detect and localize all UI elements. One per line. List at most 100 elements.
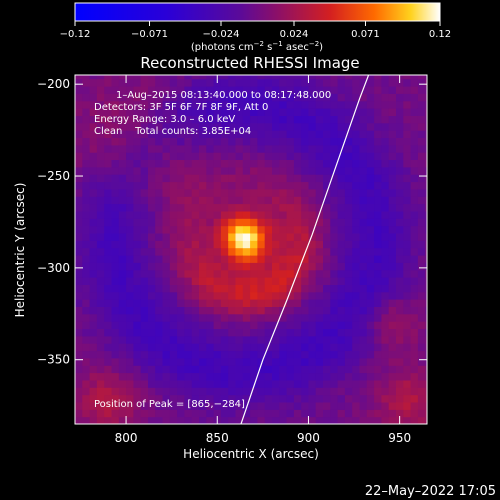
heatmap-cell — [126, 299, 134, 307]
heatmap-cell — [235, 130, 244, 138]
heatmap-cell — [250, 122, 258, 131]
heatmap-cell — [344, 144, 353, 153]
heatmap-cell — [111, 203, 120, 212]
heatmap-cell — [337, 130, 346, 138]
heatmap-cell — [315, 86, 324, 94]
heatmap-cell — [425, 365, 427, 374]
heatmap-cell — [323, 196, 331, 205]
heatmap-cell — [206, 122, 215, 131]
heatmap-cell — [228, 240, 237, 249]
heatmap-cell — [96, 86, 105, 94]
heatmap-cell — [191, 262, 200, 271]
heatmap-cell — [111, 394, 120, 403]
heatmap-cell — [366, 372, 375, 381]
heatmap-cell — [272, 247, 280, 256]
heatmap-cell — [264, 387, 273, 396]
heatmap-cell — [228, 284, 237, 293]
heatmap-cell — [140, 247, 149, 256]
heatmap-cell — [301, 321, 310, 329]
heatmap-cell — [96, 409, 105, 418]
heatmap-cell — [359, 75, 368, 80]
heatmap-cell — [118, 284, 127, 293]
heatmap-cell — [359, 284, 368, 293]
heatmap-cell — [315, 108, 324, 116]
heatmap-cell — [199, 122, 207, 131]
annotation-energy: Energy Range: 3.0 – 6.0 keV — [94, 114, 235, 125]
heatmap-cell — [191, 210, 200, 219]
heatmap-cell — [250, 152, 258, 160]
heatmap-cell — [213, 210, 222, 219]
heatmap-cell — [366, 181, 375, 190]
heatmap-cell — [308, 166, 317, 175]
heatmap-cell — [410, 78, 419, 87]
heatmap-cell — [323, 233, 331, 241]
heatmap-cell — [279, 240, 288, 249]
heatmap-cell — [228, 159, 237, 168]
heatmap-cell — [177, 328, 185, 337]
heatmap-cell — [337, 196, 346, 205]
heatmap-cell — [89, 247, 98, 256]
heatmap-cell — [381, 313, 390, 322]
heatmap-cell — [220, 277, 229, 285]
heatmap-cell — [308, 174, 317, 183]
x-axis: 800 850 900 950 — [115, 75, 411, 445]
annotation-detectors: Detectors: 3F 5F 6F 7F 8F 9F, Att 0 — [94, 102, 268, 113]
heatmap-cell — [118, 210, 127, 219]
heatmap-cell — [286, 93, 295, 102]
heatmap-cell — [315, 409, 324, 418]
heatmap-cell — [155, 379, 164, 388]
heatmap-cell — [308, 100, 317, 109]
heatmap-cell — [206, 284, 215, 293]
heatmap-cell — [118, 78, 127, 87]
heatmap-cell — [199, 240, 207, 249]
heatmap-cell — [366, 122, 375, 131]
heatmap-cell — [82, 218, 91, 227]
heatmap-cell — [213, 343, 222, 352]
heatmap-cell — [213, 174, 222, 183]
heatmap-cell — [344, 343, 353, 352]
heatmap-cell — [155, 409, 164, 418]
heatmap-cell — [228, 379, 237, 388]
heatmap-cell — [257, 78, 266, 87]
heatmap-cell — [403, 100, 412, 109]
heatmap-cell — [344, 159, 353, 168]
heatmap-cell — [111, 350, 120, 359]
heatmap-cell — [417, 78, 426, 87]
heatmap-cell — [89, 402, 98, 410]
heatmap-cell — [410, 210, 419, 219]
heatmap-cell — [330, 255, 339, 263]
heatmap-cell — [220, 372, 229, 381]
heatmap-cell — [366, 188, 375, 197]
heatmap-cell — [359, 210, 368, 219]
heatmap-cell — [308, 93, 317, 102]
heatmap-cell — [315, 188, 324, 197]
heatmap-cell — [228, 247, 237, 256]
heatmap-cell — [220, 93, 229, 102]
heatmap-cell — [403, 93, 412, 102]
heatmap-cell — [330, 416, 339, 424]
heatmap-cell — [403, 321, 412, 329]
heatmap-cell — [344, 137, 353, 146]
heatmap-cell — [315, 357, 324, 366]
heatmap-cell — [177, 365, 185, 374]
heatmap-cell — [352, 409, 361, 418]
heatmap-cell — [410, 313, 419, 322]
heatmap-cell — [279, 108, 288, 116]
heatmap-cell — [228, 262, 237, 271]
heatmap-cell — [286, 159, 295, 168]
heatmap-cell — [104, 166, 113, 175]
heatmap-cell — [242, 335, 251, 344]
heatmap-cell — [330, 137, 339, 146]
heatmap-cell — [155, 93, 164, 102]
heatmap-cell — [417, 196, 426, 205]
heatmap-cell — [118, 218, 127, 227]
heatmap-cell — [344, 203, 353, 212]
heatmap-cell — [140, 203, 149, 212]
heatmap-cell — [89, 379, 98, 388]
heatmap-cell — [257, 93, 266, 102]
heatmap-cell — [330, 365, 339, 374]
heatmap-cell — [301, 372, 310, 381]
heatmap-cell — [366, 108, 375, 116]
heatmap-cell — [228, 409, 237, 418]
heatmap-cell — [330, 225, 339, 234]
